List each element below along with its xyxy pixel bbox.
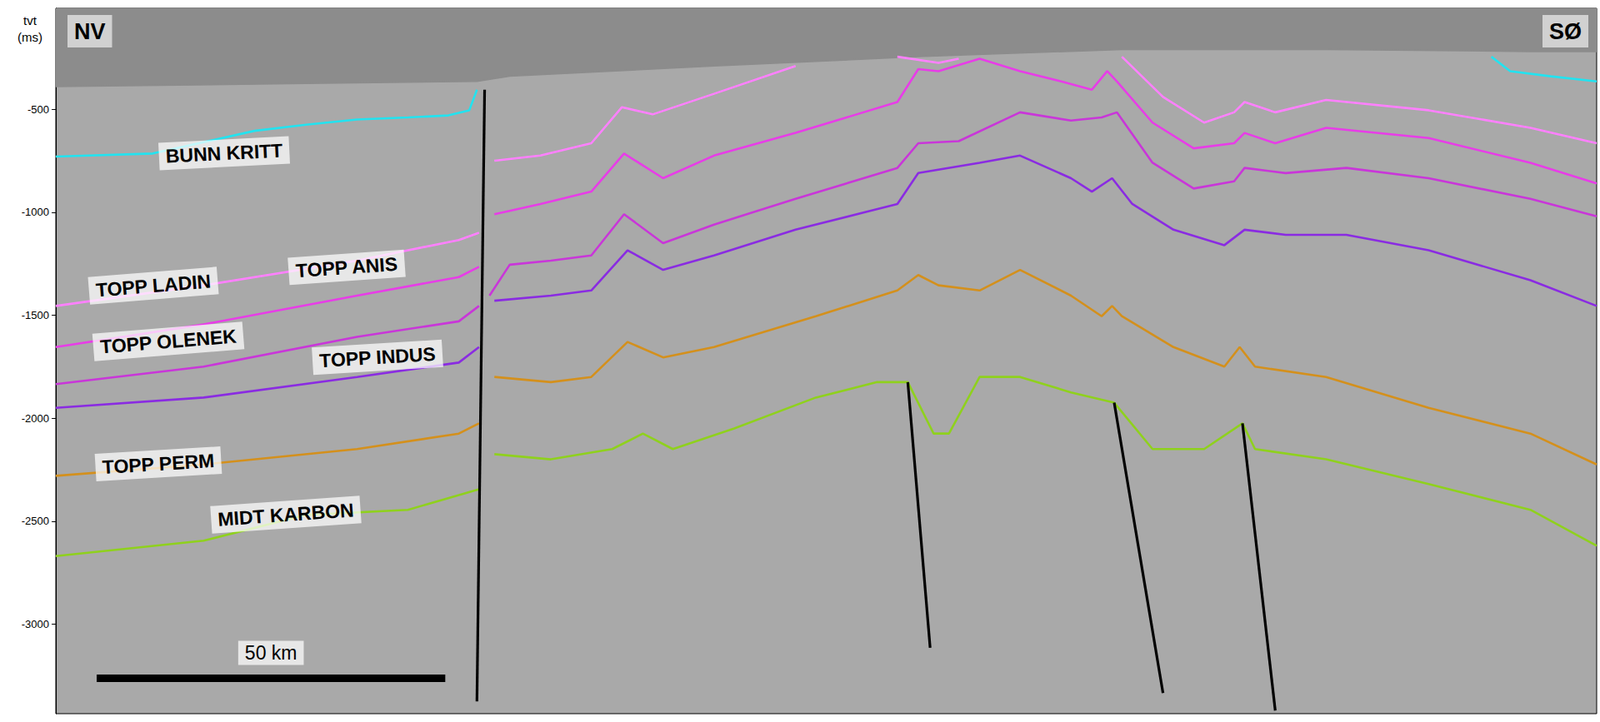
svg-text:NV: NV <box>74 19 106 45</box>
svg-text:TOPP INDUS: TOPP INDUS <box>319 343 437 372</box>
svg-text:TOPP ANIS: TOPP ANIS <box>295 253 399 282</box>
svg-text:-3000: -3000 <box>21 618 50 631</box>
svg-text:-500: -500 <box>27 103 50 116</box>
svg-text:TOPP OLENEK: TOPP OLENEK <box>99 325 238 358</box>
svg-text:50 km: 50 km <box>245 642 298 665</box>
svg-text:TOPP PERM: TOPP PERM <box>101 450 215 479</box>
svg-text:BUNN KRITT: BUNN KRITT <box>165 140 284 168</box>
svg-text:-1000: -1000 <box>21 205 50 219</box>
svg-text:TOPP LADIN: TOPP LADIN <box>95 270 212 302</box>
svg-text:SØ: SØ <box>1549 19 1582 45</box>
svg-text:-1500: -1500 <box>21 309 50 322</box>
svg-text:-2500: -2500 <box>21 515 50 528</box>
svg-text:MIDT KARBON: MIDT KARBON <box>217 499 355 530</box>
svg-text:(ms): (ms) <box>17 30 43 45</box>
svg-text:-2000: -2000 <box>21 412 50 425</box>
svg-text:tvt: tvt <box>23 13 38 28</box>
